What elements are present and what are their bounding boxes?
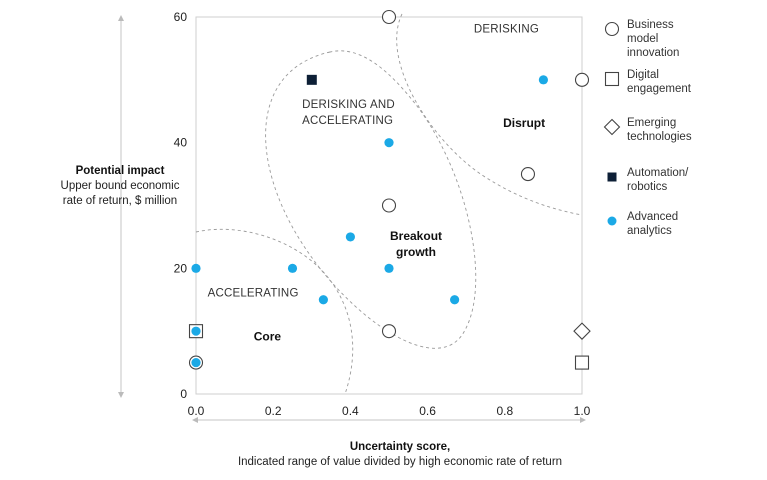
legend-item-emerging-technologies: Emerging technologies <box>603 116 727 144</box>
x-tick-label: 0.0 <box>188 404 205 418</box>
point-automation-robotics <box>306 74 317 85</box>
point-advanced-analytics <box>191 263 201 273</box>
x-tick-label: 1.0 <box>574 404 591 418</box>
point-business-model-innovation <box>381 324 397 339</box>
x-tick-label: 0.2 <box>265 404 282 418</box>
y-axis-subtitle: Upper bound economic rate of return, $ m… <box>60 180 180 207</box>
y-tick-label: 0 <box>180 387 187 401</box>
point-advanced-analytics <box>450 295 460 305</box>
y-axis-label: Potential impact Upper bound economic ra… <box>60 164 180 209</box>
point-digital-engagement <box>574 355 590 370</box>
point-advanced-analytics <box>384 138 394 148</box>
region-label-breakout-growth: growth <box>396 245 436 259</box>
point-advanced-analytics <box>191 326 201 336</box>
legend-item-digital-engagement: Digital engagement <box>603 68 717 96</box>
legend-label: Business model innovation <box>627 19 680 59</box>
region-boundaries <box>195 13 583 395</box>
legend-item-advanced-analytics: Advanced analytics <box>603 210 707 238</box>
region-label-accelerating: ACCELERATING <box>208 288 299 300</box>
x-tick-label: 0.4 <box>342 404 359 418</box>
y-tick-label: 60 <box>174 10 188 24</box>
point-business-model-innovation <box>574 72 590 87</box>
region-label-core: Core <box>254 330 282 344</box>
legend-label: Automation/ robotics <box>627 167 689 193</box>
x-axis-subtitle: Indicated range of value divided by high… <box>237 456 563 468</box>
x-axis-title: Uncertainty score, <box>349 441 451 453</box>
point-advanced-analytics <box>384 263 394 273</box>
x-tick-label: 0.6 <box>419 404 436 418</box>
open-circle-icon <box>604 21 620 37</box>
legend-label: Digital engagement <box>627 69 691 95</box>
x-axis-label: Uncertainty score, Indicated range of va… <box>200 440 600 470</box>
legend-item-automation-robotics: Automation/ robotics <box>603 166 707 194</box>
derisking-and-accelerating-boundary <box>265 50 477 349</box>
point-advanced-analytics <box>538 75 549 85</box>
legend-label: Emerging technologies <box>627 117 692 143</box>
legend-label: Advanced analytics <box>627 211 679 237</box>
open-square-icon <box>604 71 620 87</box>
y-axis-title: Potential impact <box>75 165 165 177</box>
point-emerging-technologies <box>573 322 591 340</box>
legend-item-business-model-innovation: Business model innovation <box>603 18 707 60</box>
region-label-derisking-and-accelerating: ACCELERATING <box>302 115 393 127</box>
point-advanced-analytics <box>345 232 355 242</box>
point-advanced-analytics <box>287 263 298 273</box>
y-tick-label: 40 <box>174 136 188 150</box>
filled-square-icon <box>607 172 617 182</box>
accelerating-boundary <box>195 228 354 395</box>
region-label-disrupt: Disrupt <box>503 116 545 130</box>
derisking-boundary <box>396 13 583 216</box>
point-business-model-innovation <box>381 198 397 213</box>
region-label-derisking-and-accelerating: DERISKING AND <box>302 99 395 111</box>
region-label-breakout-growth: Breakout <box>390 229 442 243</box>
point-business-model-innovation <box>520 167 536 182</box>
y-tick-label: 20 <box>174 261 188 275</box>
open-diamond-icon <box>603 118 621 136</box>
x-tick-label: 0.8 <box>496 404 513 418</box>
point-advanced-analytics <box>191 357 201 368</box>
point-business-model-innovation <box>381 9 397 25</box>
point-advanced-analytics <box>318 295 328 305</box>
region-label-derisking: DERISKING <box>474 24 539 36</box>
filled-circle-icon <box>607 216 617 226</box>
